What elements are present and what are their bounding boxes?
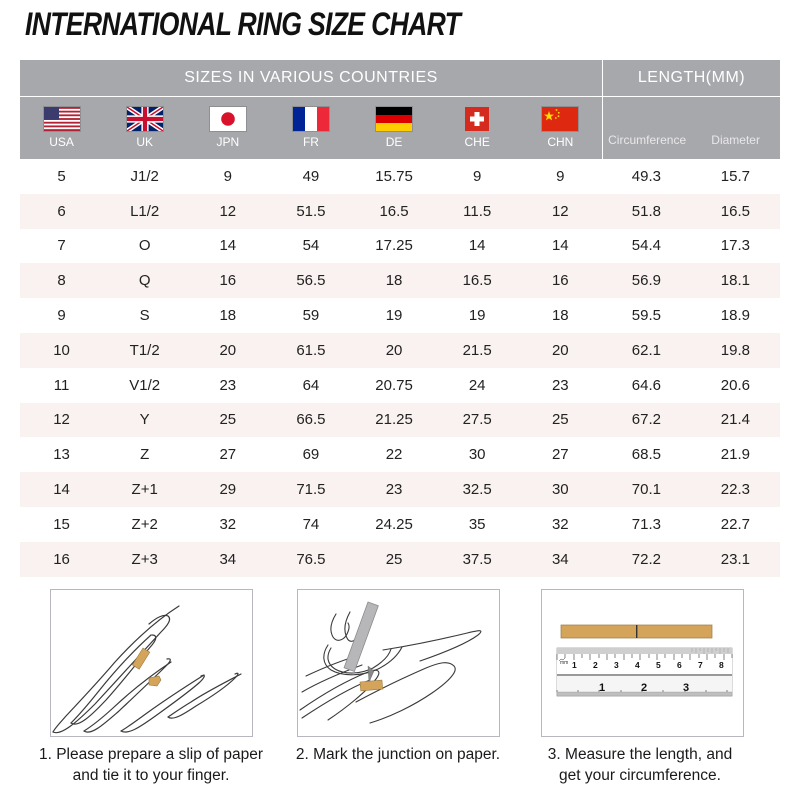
svg-text:1: 1 xyxy=(599,682,605,694)
svg-text:5: 5 xyxy=(656,660,661,670)
svg-text:3: 3 xyxy=(683,682,689,694)
svg-text:4: 4 xyxy=(635,660,640,670)
svg-text:6: 6 xyxy=(677,660,682,670)
svg-text:3: 3 xyxy=(614,660,619,670)
svg-text:mm: mm xyxy=(560,660,568,666)
svg-text:8: 8 xyxy=(719,660,724,670)
svg-text:2: 2 xyxy=(641,682,647,694)
svg-text:2: 2 xyxy=(593,660,598,670)
svg-text:1: 1 xyxy=(572,660,577,670)
svg-text:7: 7 xyxy=(698,660,703,670)
